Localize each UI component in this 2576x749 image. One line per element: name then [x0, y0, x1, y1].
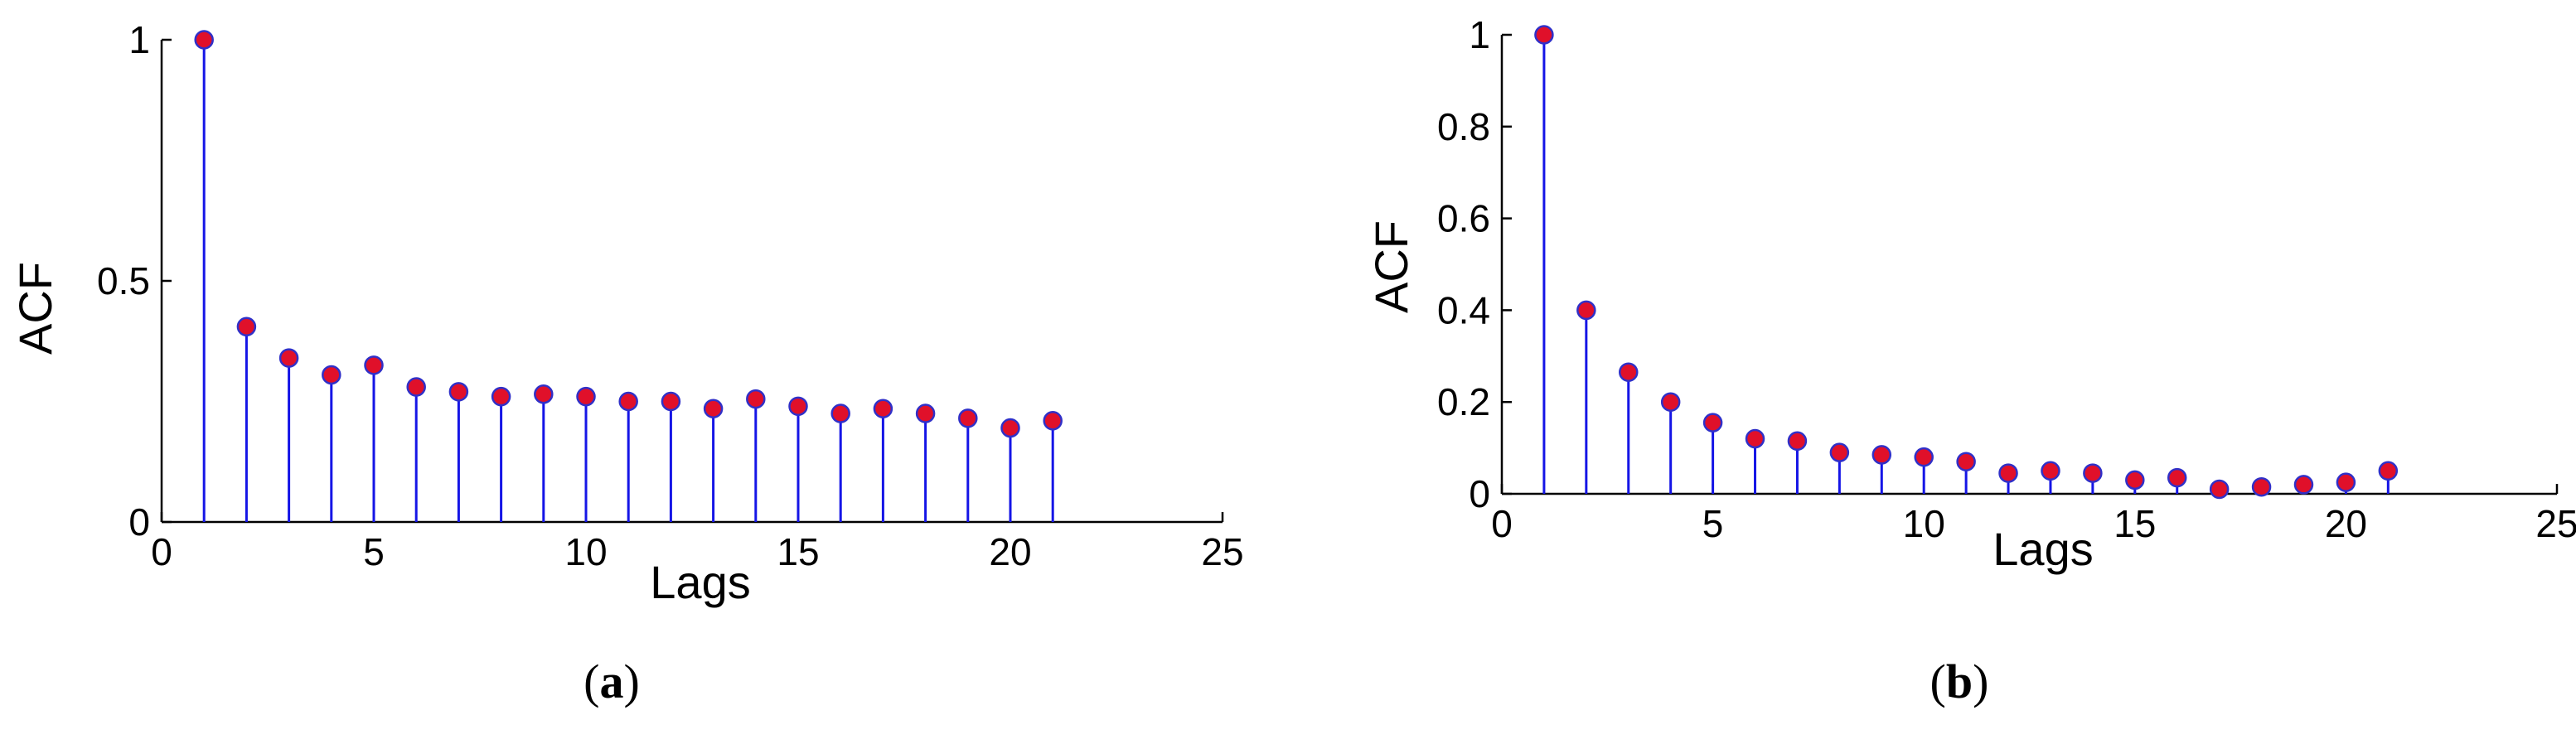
panel-b: 0 5 10 15 20 25 0 0.2 0.4 0.6 0.8 1 ACF Lags (b) [1365, 13, 2576, 708]
x-tick-label-b-1: 5 [1702, 502, 1724, 545]
marker-a-lag-1 [194, 30, 214, 50]
marker-b-lag-17 [2209, 479, 2230, 500]
marker-a-lag-5 [364, 355, 384, 375]
caption-b: (b) [1930, 655, 1989, 708]
marker-a-lag-8 [491, 386, 511, 407]
marker-b-lag-16 [2167, 467, 2187, 488]
marker-a-lag-3 [278, 348, 299, 368]
x-tick-label-a-2: 10 [564, 530, 607, 573]
marker-b-lag-21 [2378, 461, 2399, 481]
marker-a-lag-12 [661, 391, 681, 412]
marker-a-lag-7 [448, 382, 469, 402]
marker-a-lag-2 [236, 317, 257, 337]
x-axis-label-a: Lags [650, 556, 750, 608]
y-tick-label-b-4: 0.8 [1437, 105, 1490, 148]
x-tick-label-b-0: 0 [1491, 502, 1513, 545]
marker-b-lag-14 [2083, 463, 2103, 483]
marker-b-lag-10 [1914, 447, 1934, 467]
x-tick-label-b-5: 25 [2535, 502, 2576, 545]
marker-b-lag-18 [2251, 476, 2272, 497]
marker-a-lag-17 [873, 399, 893, 418]
y-tick-label-a-2: 1 [128, 18, 150, 61]
y-tick-label-b-0: 0 [1469, 472, 1490, 515]
x-tick-label-b-2: 10 [1903, 502, 1945, 545]
plot-area-a: 0 5 10 15 20 25 0 0.5 1 [97, 18, 1244, 573]
marker-a-lag-9 [534, 384, 554, 404]
marker-a-lag-11 [618, 391, 638, 412]
x-tick-label-a-4: 20 [989, 530, 1031, 573]
caption-a: (a) [583, 655, 640, 708]
marker-b-lag-7 [1787, 431, 1808, 452]
marker-a-lag-19 [958, 408, 978, 428]
y-tick-label-a-1: 0.5 [97, 259, 150, 302]
marker-a-lag-18 [915, 403, 936, 423]
plot-area-b: 0 5 10 15 20 25 0 0.2 0.4 0.6 0.8 1 [1437, 13, 2576, 545]
marker-b-lag-20 [2336, 472, 2356, 492]
y-axis-label-b: ACF [1365, 220, 1417, 313]
marker-b-lag-8 [1829, 442, 1850, 462]
marker-a-lag-14 [746, 389, 766, 409]
marker-a-lag-4 [322, 365, 341, 385]
x-tick-label-a-0: 0 [151, 530, 172, 573]
marker-a-lag-6 [406, 377, 426, 397]
panel-a: 0 5 10 15 20 25 0 0.5 1 ACF Lags (a) [9, 18, 1244, 708]
marker-b-lag-13 [2041, 461, 2060, 481]
marker-b-lag-6 [1745, 428, 1765, 449]
marker-a-lag-21 [1043, 411, 1063, 431]
marker-a-lag-13 [703, 399, 724, 418]
marker-a-lag-10 [576, 386, 596, 407]
x-tick-label-a-5: 25 [1201, 530, 1243, 573]
marker-b-lag-3 [1619, 362, 1639, 382]
marker-a-lag-20 [1000, 418, 1020, 438]
x-tick-label-b-3: 15 [2114, 502, 2156, 545]
y-tick-label-b-3: 0.6 [1437, 197, 1490, 240]
y-tick-label-b-5: 1 [1469, 13, 1490, 56]
marker-b-lag-15 [2125, 470, 2145, 490]
x-axis-label-b: Lags [1993, 523, 2093, 575]
marker-b-lag-12 [1998, 463, 2018, 483]
x-tick-label-a-1: 5 [363, 530, 385, 573]
x-tick-label-a-3: 15 [777, 530, 819, 573]
marker-b-lag-2 [1576, 300, 1596, 321]
marker-b-lag-1 [1534, 25, 1554, 45]
marker-a-lag-16 [830, 403, 850, 423]
y-tick-label-b-2: 0.4 [1437, 288, 1490, 331]
marker-a-lag-15 [788, 396, 808, 417]
y-axis-label-a: ACF [9, 262, 61, 355]
y-tick-label-a-0: 0 [128, 500, 150, 544]
marker-b-lag-5 [1702, 413, 1723, 432]
marker-b-lag-11 [1956, 452, 1976, 471]
x-tick-label-b-4: 20 [2325, 502, 2367, 545]
marker-b-lag-4 [1660, 392, 1681, 412]
marker-b-lag-19 [2293, 475, 2314, 495]
y-tick-label-b-1: 0.2 [1437, 380, 1490, 423]
marker-b-lag-9 [1871, 445, 1892, 465]
